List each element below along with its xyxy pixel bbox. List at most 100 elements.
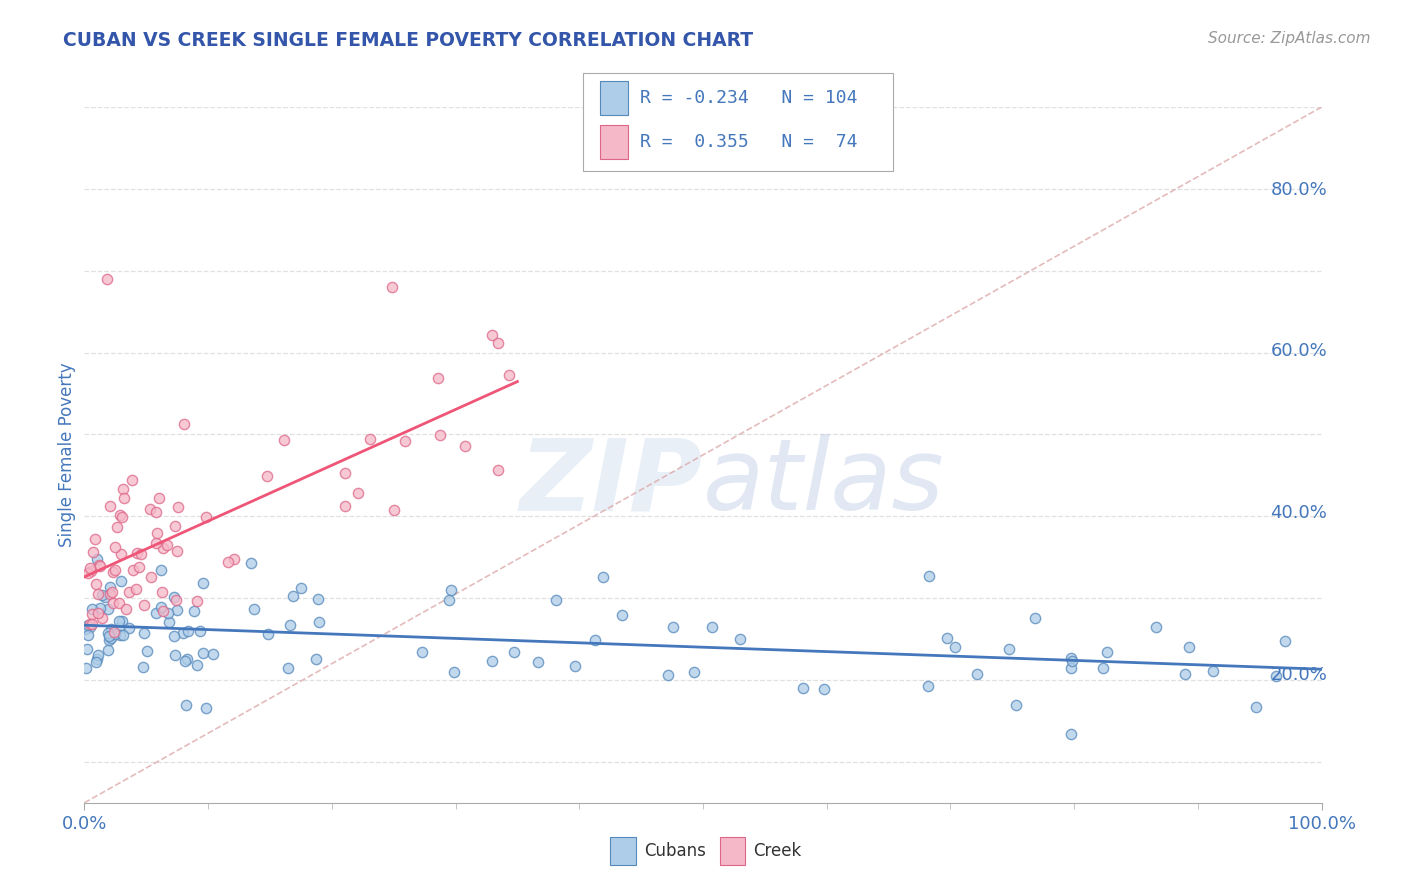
Point [238, 599, 260, 614]
Point [908, 672, 931, 686]
Point [186, 619, 208, 633]
Point [1033, 643, 1056, 657]
Point [908, 563, 931, 577]
Point [176, 640, 198, 655]
Point [312, 550, 335, 565]
Point [436, 277, 458, 292]
Point [195, 613, 218, 627]
Point [228, 599, 250, 614]
Point [197, 541, 219, 555]
Point [291, 549, 314, 564]
Point [204, 614, 226, 628]
Point [529, 458, 551, 473]
Point [368, 645, 391, 659]
Point [1135, 659, 1157, 673]
Point [256, 617, 278, 632]
Point [371, 585, 394, 599]
Point [188, 624, 211, 638]
Point [245, 586, 267, 600]
Point [1197, 693, 1219, 707]
Point [172, 610, 194, 624]
Point [200, 485, 222, 500]
Text: Cubans: Cubans [644, 842, 706, 860]
Point [191, 557, 214, 571]
Point [246, 597, 269, 611]
Point [815, 675, 838, 690]
Point [174, 571, 197, 585]
Point [174, 648, 197, 662]
Point [343, 654, 366, 668]
Point [263, 588, 285, 602]
Point [180, 605, 202, 619]
Point [207, 558, 229, 572]
Point [266, 616, 288, 631]
Point [394, 461, 416, 475]
Point [1222, 627, 1244, 641]
Point [190, 558, 212, 573]
Point [172, 600, 194, 615]
Point [264, 651, 287, 665]
Text: Creek: Creek [754, 842, 801, 860]
Point [228, 520, 250, 534]
Point [239, 608, 262, 623]
Point [346, 611, 368, 625]
Point [219, 637, 242, 651]
Point [326, 620, 349, 634]
Point [950, 660, 973, 674]
Point [621, 564, 644, 578]
Point [211, 541, 233, 555]
Point [197, 567, 219, 582]
Point [217, 591, 239, 606]
Point [187, 574, 209, 588]
Point [1033, 719, 1056, 733]
Point [173, 539, 195, 553]
Point [986, 690, 1008, 705]
Text: ZIP: ZIP [537, 429, 721, 526]
Point [262, 598, 284, 612]
Point [231, 486, 253, 500]
Point [188, 615, 211, 630]
Point [198, 476, 221, 491]
Point [485, 586, 508, 600]
Point [447, 429, 470, 443]
Point [254, 690, 277, 705]
Point [233, 597, 256, 611]
Point [682, 613, 704, 627]
Point [1159, 657, 1181, 672]
Text: R = -0.234   N = 104: R = -0.234 N = 104 [640, 89, 858, 107]
Point [340, 428, 363, 442]
Point [187, 622, 209, 636]
Point [176, 645, 198, 659]
Point [191, 618, 214, 632]
Point [204, 579, 226, 593]
Text: Source: ZipAtlas.com: Source: ZipAtlas.com [1208, 31, 1371, 46]
Point [253, 647, 276, 661]
Point [702, 658, 724, 673]
Point [179, 594, 201, 608]
Point [176, 599, 198, 614]
Point [416, 428, 439, 442]
Point [717, 614, 740, 628]
Point [172, 596, 194, 610]
Point [233, 535, 256, 549]
Point [174, 526, 197, 541]
Point [271, 693, 294, 707]
Point [190, 590, 212, 604]
Point [245, 641, 267, 656]
Point [477, 368, 499, 382]
Point [243, 584, 266, 599]
Y-axis label: Single Female Poverty: Single Female Poverty [58, 359, 76, 542]
Point [356, 575, 378, 590]
Point [271, 505, 294, 519]
Point [931, 633, 953, 648]
Point [194, 515, 217, 529]
Point [187, 493, 209, 508]
Point [190, 579, 212, 593]
Point [228, 531, 250, 545]
Point [478, 424, 501, 438]
Point [198, 505, 221, 519]
Point [191, 534, 214, 549]
Point [1001, 605, 1024, 619]
Point [195, 503, 218, 517]
Point [797, 673, 820, 688]
